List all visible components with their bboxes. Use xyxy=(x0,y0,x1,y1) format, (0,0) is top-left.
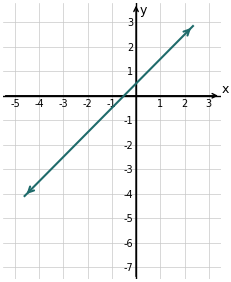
Text: y: y xyxy=(139,4,146,17)
Text: x: x xyxy=(221,83,228,96)
